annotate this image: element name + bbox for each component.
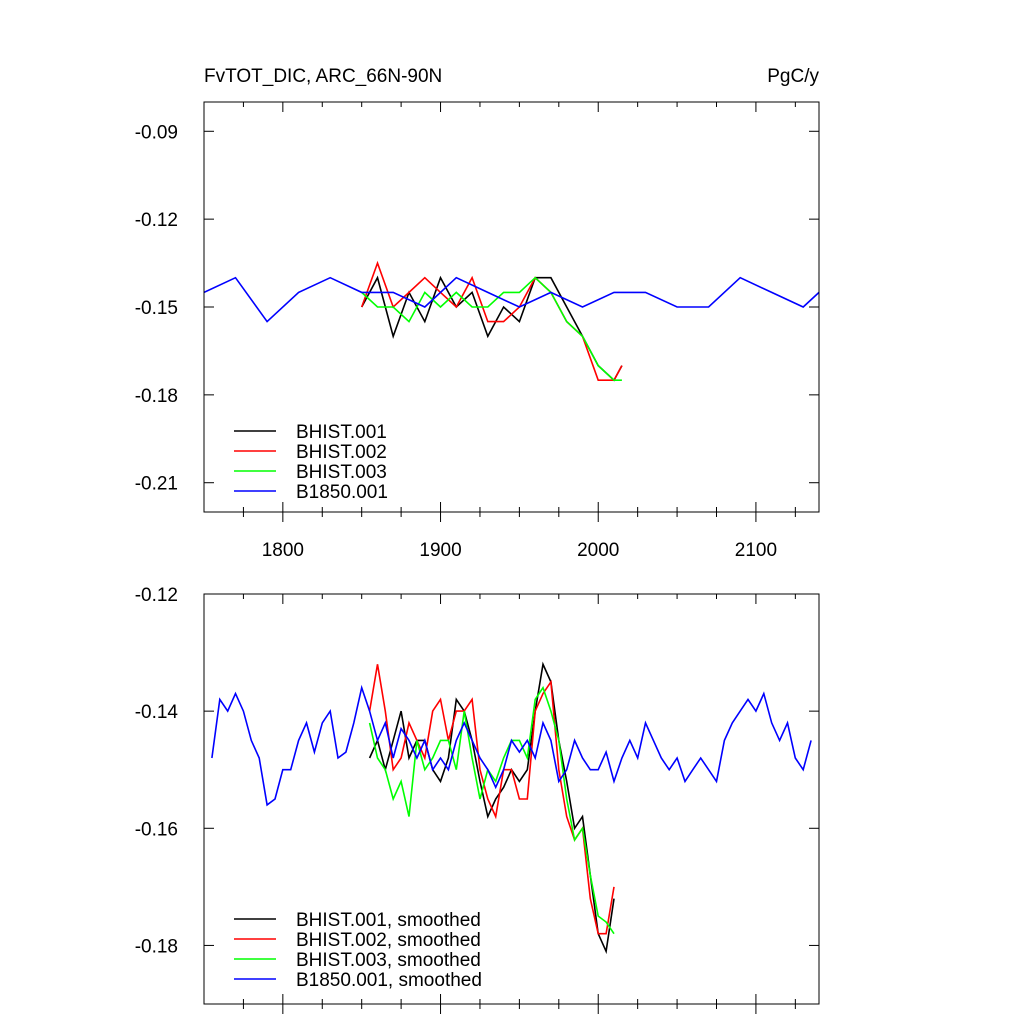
legend-label-2: BHIST.003: [296, 462, 387, 483]
series-line-1: [368, 664, 615, 935]
y-tick-label: -0.18: [135, 386, 178, 407]
series-line-0: [360, 275, 623, 382]
legend-label-1: BHIST.002: [296, 442, 387, 463]
x-tick-label: 2100: [735, 540, 777, 561]
series-line-2: [368, 685, 615, 935]
legend-label-1: BHIST.002, smoothed: [296, 930, 481, 951]
annual-panel: -0.09 -0.12 -0.15 -0.18 -0.21 1800 1900 2000 210…: [135, 101, 820, 561]
y-tick-label: -0.16: [135, 819, 178, 840]
chart-units: PgC/y: [767, 66, 819, 87]
x-tick-label: 2000: [577, 540, 619, 561]
y-tick-label: -0.09: [135, 122, 178, 143]
y-tick-label: -0.12: [135, 585, 178, 606]
y-tick-label: -0.15: [135, 298, 178, 319]
plot-area: [211, 661, 812, 955]
legend-label-3: B1850.001, smoothed: [296, 970, 482, 991]
legend-label-3: B1850.001: [296, 482, 388, 503]
y-tick-label: -0.18: [135, 936, 178, 957]
y-tick-label: -0.21: [135, 474, 178, 495]
series-line-3: [211, 684, 812, 807]
x-tick-label: 1800: [262, 540, 304, 561]
plot-frame: [203, 593, 820, 1005]
legend-label-0: BHIST.001, smoothed: [296, 910, 481, 931]
legend-label-0: BHIST.001: [296, 422, 387, 443]
plot-area: [204, 260, 819, 382]
series-line-3: [204, 276, 819, 323]
x-tick-label: 1900: [419, 540, 461, 561]
chart-title: FvTOT_DIC, ARC_66N-90N: [204, 66, 442, 87]
series-line-1: [360, 260, 623, 382]
y-tick-label: -0.14: [135, 702, 179, 723]
y-tick-label: -0.12: [135, 210, 178, 231]
legend-label-2: BHIST.003, smoothed: [296, 950, 481, 971]
series-line-2: [361, 276, 622, 382]
